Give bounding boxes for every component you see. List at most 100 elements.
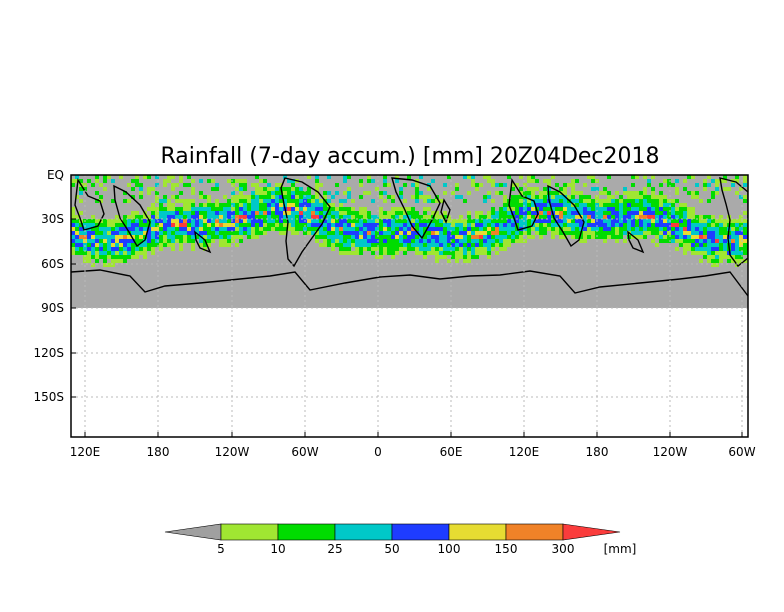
rain-cell (699, 247, 703, 251)
rain-cell (263, 227, 267, 231)
rain-cell (79, 247, 83, 251)
rain-cell (579, 207, 583, 211)
rain-cell (591, 235, 595, 239)
rain-cell (91, 251, 95, 255)
rain-cell (239, 235, 243, 239)
rain-cell (151, 187, 155, 191)
rain-cell (503, 227, 507, 231)
rain-cell (227, 243, 231, 247)
rain-cell (543, 223, 547, 227)
rain-cell (223, 219, 227, 223)
rain-cell (315, 207, 319, 211)
rain-cell (439, 239, 443, 243)
rain-cell (487, 239, 491, 243)
rain-cell (87, 251, 91, 255)
rain-cell (707, 199, 711, 203)
rain-cell (683, 251, 687, 255)
rain-cell (387, 195, 391, 199)
rain-cell (463, 247, 467, 251)
rain-cell (255, 175, 259, 179)
rain-cell (199, 227, 203, 231)
rain-cell (575, 223, 579, 227)
rain-cell (179, 227, 183, 231)
rain-cell (347, 231, 351, 235)
rain-cell (631, 183, 635, 187)
rain-cell (495, 251, 499, 255)
rain-cell (147, 243, 151, 247)
rain-cell (335, 227, 339, 231)
rain-cell (671, 239, 675, 243)
rain-cell (231, 183, 235, 187)
rain-cell (383, 191, 387, 195)
rain-cell (255, 187, 259, 191)
rain-cell (131, 227, 135, 231)
rain-cell (427, 247, 431, 251)
rain-cell (683, 215, 687, 219)
rain-cell (659, 219, 663, 223)
rain-cell (71, 231, 75, 235)
rain-cell (75, 231, 79, 235)
rain-cell (743, 179, 747, 183)
rain-cell (575, 235, 579, 239)
rain-cell (587, 235, 591, 239)
rain-cell (483, 219, 487, 223)
rain-cell (571, 211, 575, 215)
rain-cell (639, 227, 643, 231)
rain-cell (511, 207, 515, 211)
rain-cell (435, 255, 439, 259)
rain-cell (743, 223, 747, 227)
rain-cell (295, 203, 299, 207)
rain-cell (207, 243, 211, 247)
rain-cell (603, 215, 607, 219)
rain-cell (243, 199, 247, 203)
rain-cell (243, 215, 247, 219)
rain-cell (695, 223, 699, 227)
rain-cell (487, 211, 491, 215)
rain-cell (739, 247, 743, 251)
rain-cell (239, 191, 243, 195)
rain-cell (623, 211, 627, 215)
rain-cell (267, 215, 271, 219)
rain-cell (403, 183, 407, 187)
rain-cell (495, 235, 499, 239)
rain-cell (379, 211, 383, 215)
rain-cell (667, 203, 671, 207)
rain-cell (311, 215, 315, 219)
rain-cell (347, 227, 351, 231)
rain-cell (415, 219, 419, 223)
rain-cell (711, 251, 715, 255)
rain-cell (263, 195, 267, 199)
rain-cell (359, 239, 363, 243)
rain-cell (399, 247, 403, 251)
rain-cell (471, 227, 475, 231)
rain-cell (427, 187, 431, 191)
rain-cell (227, 211, 231, 215)
rain-cell (719, 231, 723, 235)
rain-cell (171, 243, 175, 247)
rain-cell (471, 231, 475, 235)
rain-cell (139, 231, 143, 235)
rain-cell (555, 223, 559, 227)
rain-cell (583, 235, 587, 239)
rain-cell (443, 235, 447, 239)
rain-cell (271, 195, 275, 199)
rain-cell (503, 211, 507, 215)
rain-cell (255, 227, 259, 231)
rain-cell (363, 223, 367, 227)
rain-cell (187, 183, 191, 187)
rain-cell (519, 187, 523, 191)
rain-cell (555, 203, 559, 207)
rain-cell (307, 175, 311, 179)
rain-cell (175, 211, 179, 215)
coastline (74, 177, 105, 231)
rain-cell (499, 207, 503, 211)
rain-cell (419, 251, 423, 255)
rain-cell (447, 259, 451, 263)
rain-cell (259, 219, 263, 223)
rain-cell (371, 235, 375, 239)
rain-cell (603, 235, 607, 239)
rain-cell (307, 219, 311, 223)
rain-cell (407, 211, 411, 215)
rain-cell (127, 219, 131, 223)
rain-cell (111, 231, 115, 235)
